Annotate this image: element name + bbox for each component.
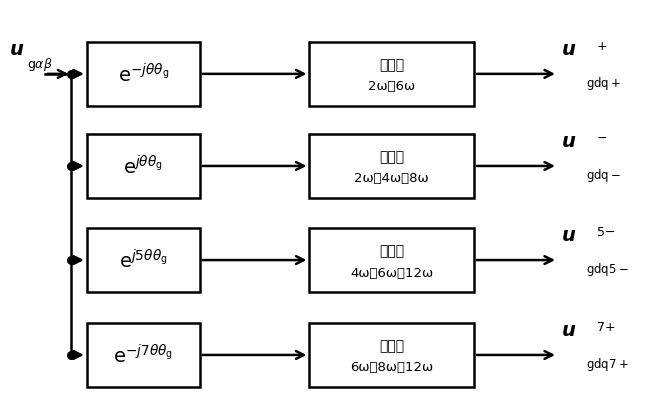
Text: $\mathrm{e}^{jθ\theta_{\mathrm{g}}}$: $\mathrm{e}^{jθ\theta_{\mathrm{g}}}$	[123, 155, 163, 178]
Text: 6ω、8ω、12ω: 6ω、8ω、12ω	[350, 360, 433, 373]
Text: 陷波器: 陷波器	[379, 58, 404, 72]
Text: $\boldsymbol{u}$: $\boldsymbol{u}$	[561, 40, 576, 59]
Bar	[309, 323, 474, 387]
Text: $\mathrm{gdq−}$: $\mathrm{gdq−}$	[586, 166, 621, 183]
Text: $\mathrm{g}\alpha\beta$: $\mathrm{g}\alpha\beta$	[27, 56, 53, 72]
Text: $\boldsymbol{u}$: $\boldsymbol{u}$	[9, 40, 25, 59]
Text: 陷波器: 陷波器	[379, 149, 404, 164]
Bar	[87, 323, 200, 387]
Text: $\boldsymbol{u}$: $\boldsymbol{u}$	[561, 132, 576, 151]
Text: $\mathrm{e}^{-jθ\theta_{\mathrm{g}}}$: $\mathrm{e}^{-jθ\theta_{\mathrm{g}}}$	[118, 63, 169, 86]
Text: +: +	[596, 40, 607, 53]
Text: −: −	[596, 132, 607, 145]
Text: 7+: 7+	[596, 320, 615, 333]
Text: 陷波器: 陷波器	[379, 243, 404, 258]
Text: $\mathrm{gdq+}$: $\mathrm{gdq+}$	[586, 75, 621, 92]
Text: 5−: 5−	[596, 226, 615, 239]
Text: $\boldsymbol{u}$: $\boldsymbol{u}$	[561, 320, 576, 339]
Text: $\mathrm{gdq5−}$: $\mathrm{gdq5−}$	[586, 260, 628, 277]
Text: $\mathrm{e}^{j5θ\theta_{\mathrm{g}}}$: $\mathrm{e}^{j5θ\theta_{\mathrm{g}}}$	[119, 249, 167, 272]
Text: 陷波器: 陷波器	[379, 338, 404, 352]
Bar	[309, 134, 474, 198]
Text: 2ω、4ω、8ω: 2ω、4ω、8ω	[354, 172, 429, 185]
Bar	[87, 228, 200, 292]
Bar	[87, 134, 200, 198]
Text: 2ω、6ω: 2ω、6ω	[368, 80, 415, 93]
Text: 4ω、6ω、12ω: 4ω、6ω、12ω	[350, 266, 433, 279]
Text: $\boldsymbol{u}$: $\boldsymbol{u}$	[561, 226, 576, 245]
Text: $\mathrm{gdq7+}$: $\mathrm{gdq7+}$	[586, 355, 628, 372]
Bar	[87, 43, 200, 107]
Bar	[309, 43, 474, 107]
Text: $\mathrm{e}^{-j7θ\theta_{\mathrm{g}}}$: $\mathrm{e}^{-j7θ\theta_{\mathrm{g}}}$	[113, 343, 173, 367]
Bar	[309, 228, 474, 292]
